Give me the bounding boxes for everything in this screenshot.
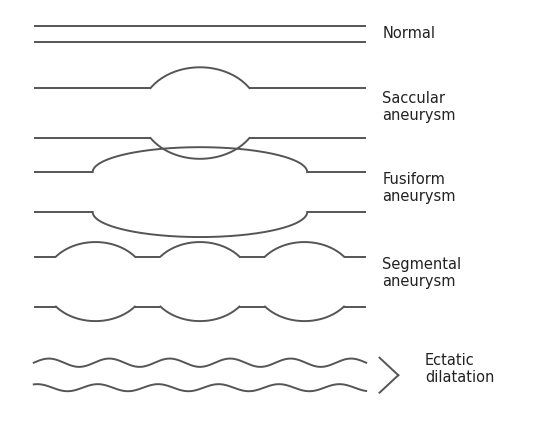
Text: Normal: Normal (382, 27, 435, 41)
Text: Fusiform
aneurysm: Fusiform aneurysm (382, 172, 456, 204)
Text: Ectatic
dilatation: Ectatic dilatation (425, 353, 494, 385)
Text: Segmental
aneurysm: Segmental aneurysm (382, 257, 461, 289)
Text: Saccular
aneurysm: Saccular aneurysm (382, 91, 456, 123)
